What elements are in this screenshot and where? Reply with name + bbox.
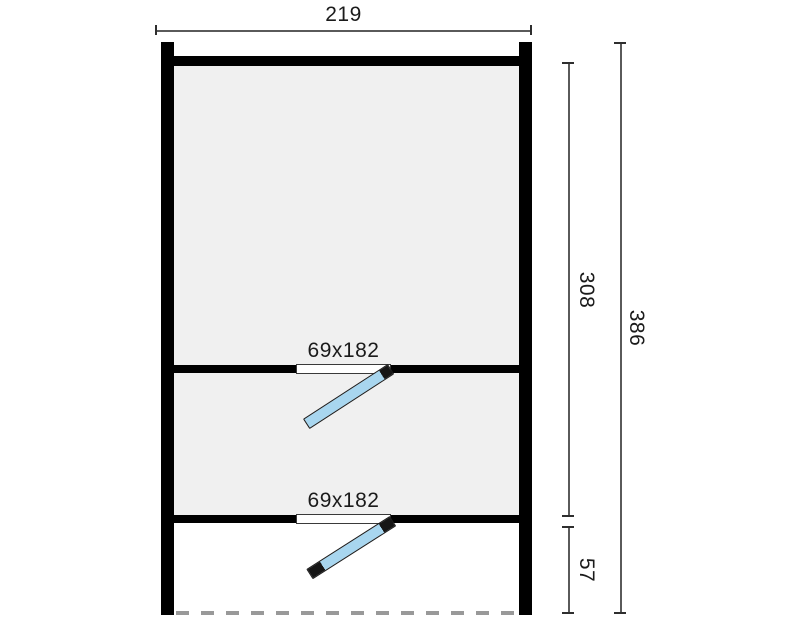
door-size-label-interior: 69x182 — [307, 339, 380, 362]
dim-porch-depth-label: 57 — [575, 557, 598, 583]
wall-right — [519, 42, 532, 615]
dim-porch-depth-line — [568, 527, 570, 614]
wall-left — [161, 42, 174, 615]
dim-total-depth-line — [620, 43, 622, 614]
dim-interior-depth-tick-top — [562, 62, 574, 64]
porch-area — [174, 523, 519, 611]
dim-width-line — [156, 30, 531, 32]
dim-porch-depth-tick-bottom — [562, 612, 574, 614]
dim-total-depth-tick-bottom — [614, 612, 626, 614]
dim-interior-depth-line — [568, 63, 570, 516]
main-room-area — [174, 66, 519, 365]
dim-width-label: 219 — [325, 3, 362, 26]
dim-total-depth-label: 386 — [625, 309, 648, 347]
wall-top — [174, 56, 519, 66]
dim-total-depth-tick-top — [614, 42, 626, 44]
door-opening-front — [296, 514, 391, 524]
dim-interior-depth-label: 308 — [575, 271, 598, 309]
dim-width-tick-left — [155, 25, 157, 35]
dim-width-tick-right — [530, 25, 532, 35]
dim-interior-depth-tick-bottom — [562, 515, 574, 517]
open-edge-dashed-line — [176, 611, 517, 615]
dim-porch-depth-tick-top — [562, 526, 574, 528]
door-size-label-front: 69x182 — [307, 489, 380, 512]
